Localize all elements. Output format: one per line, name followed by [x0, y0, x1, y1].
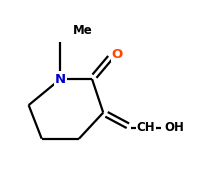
Text: CH: CH: [137, 121, 155, 134]
Text: O: O: [112, 48, 123, 61]
Text: N: N: [55, 72, 66, 85]
Text: OH: OH: [165, 121, 185, 134]
Text: Me: Me: [72, 24, 92, 37]
